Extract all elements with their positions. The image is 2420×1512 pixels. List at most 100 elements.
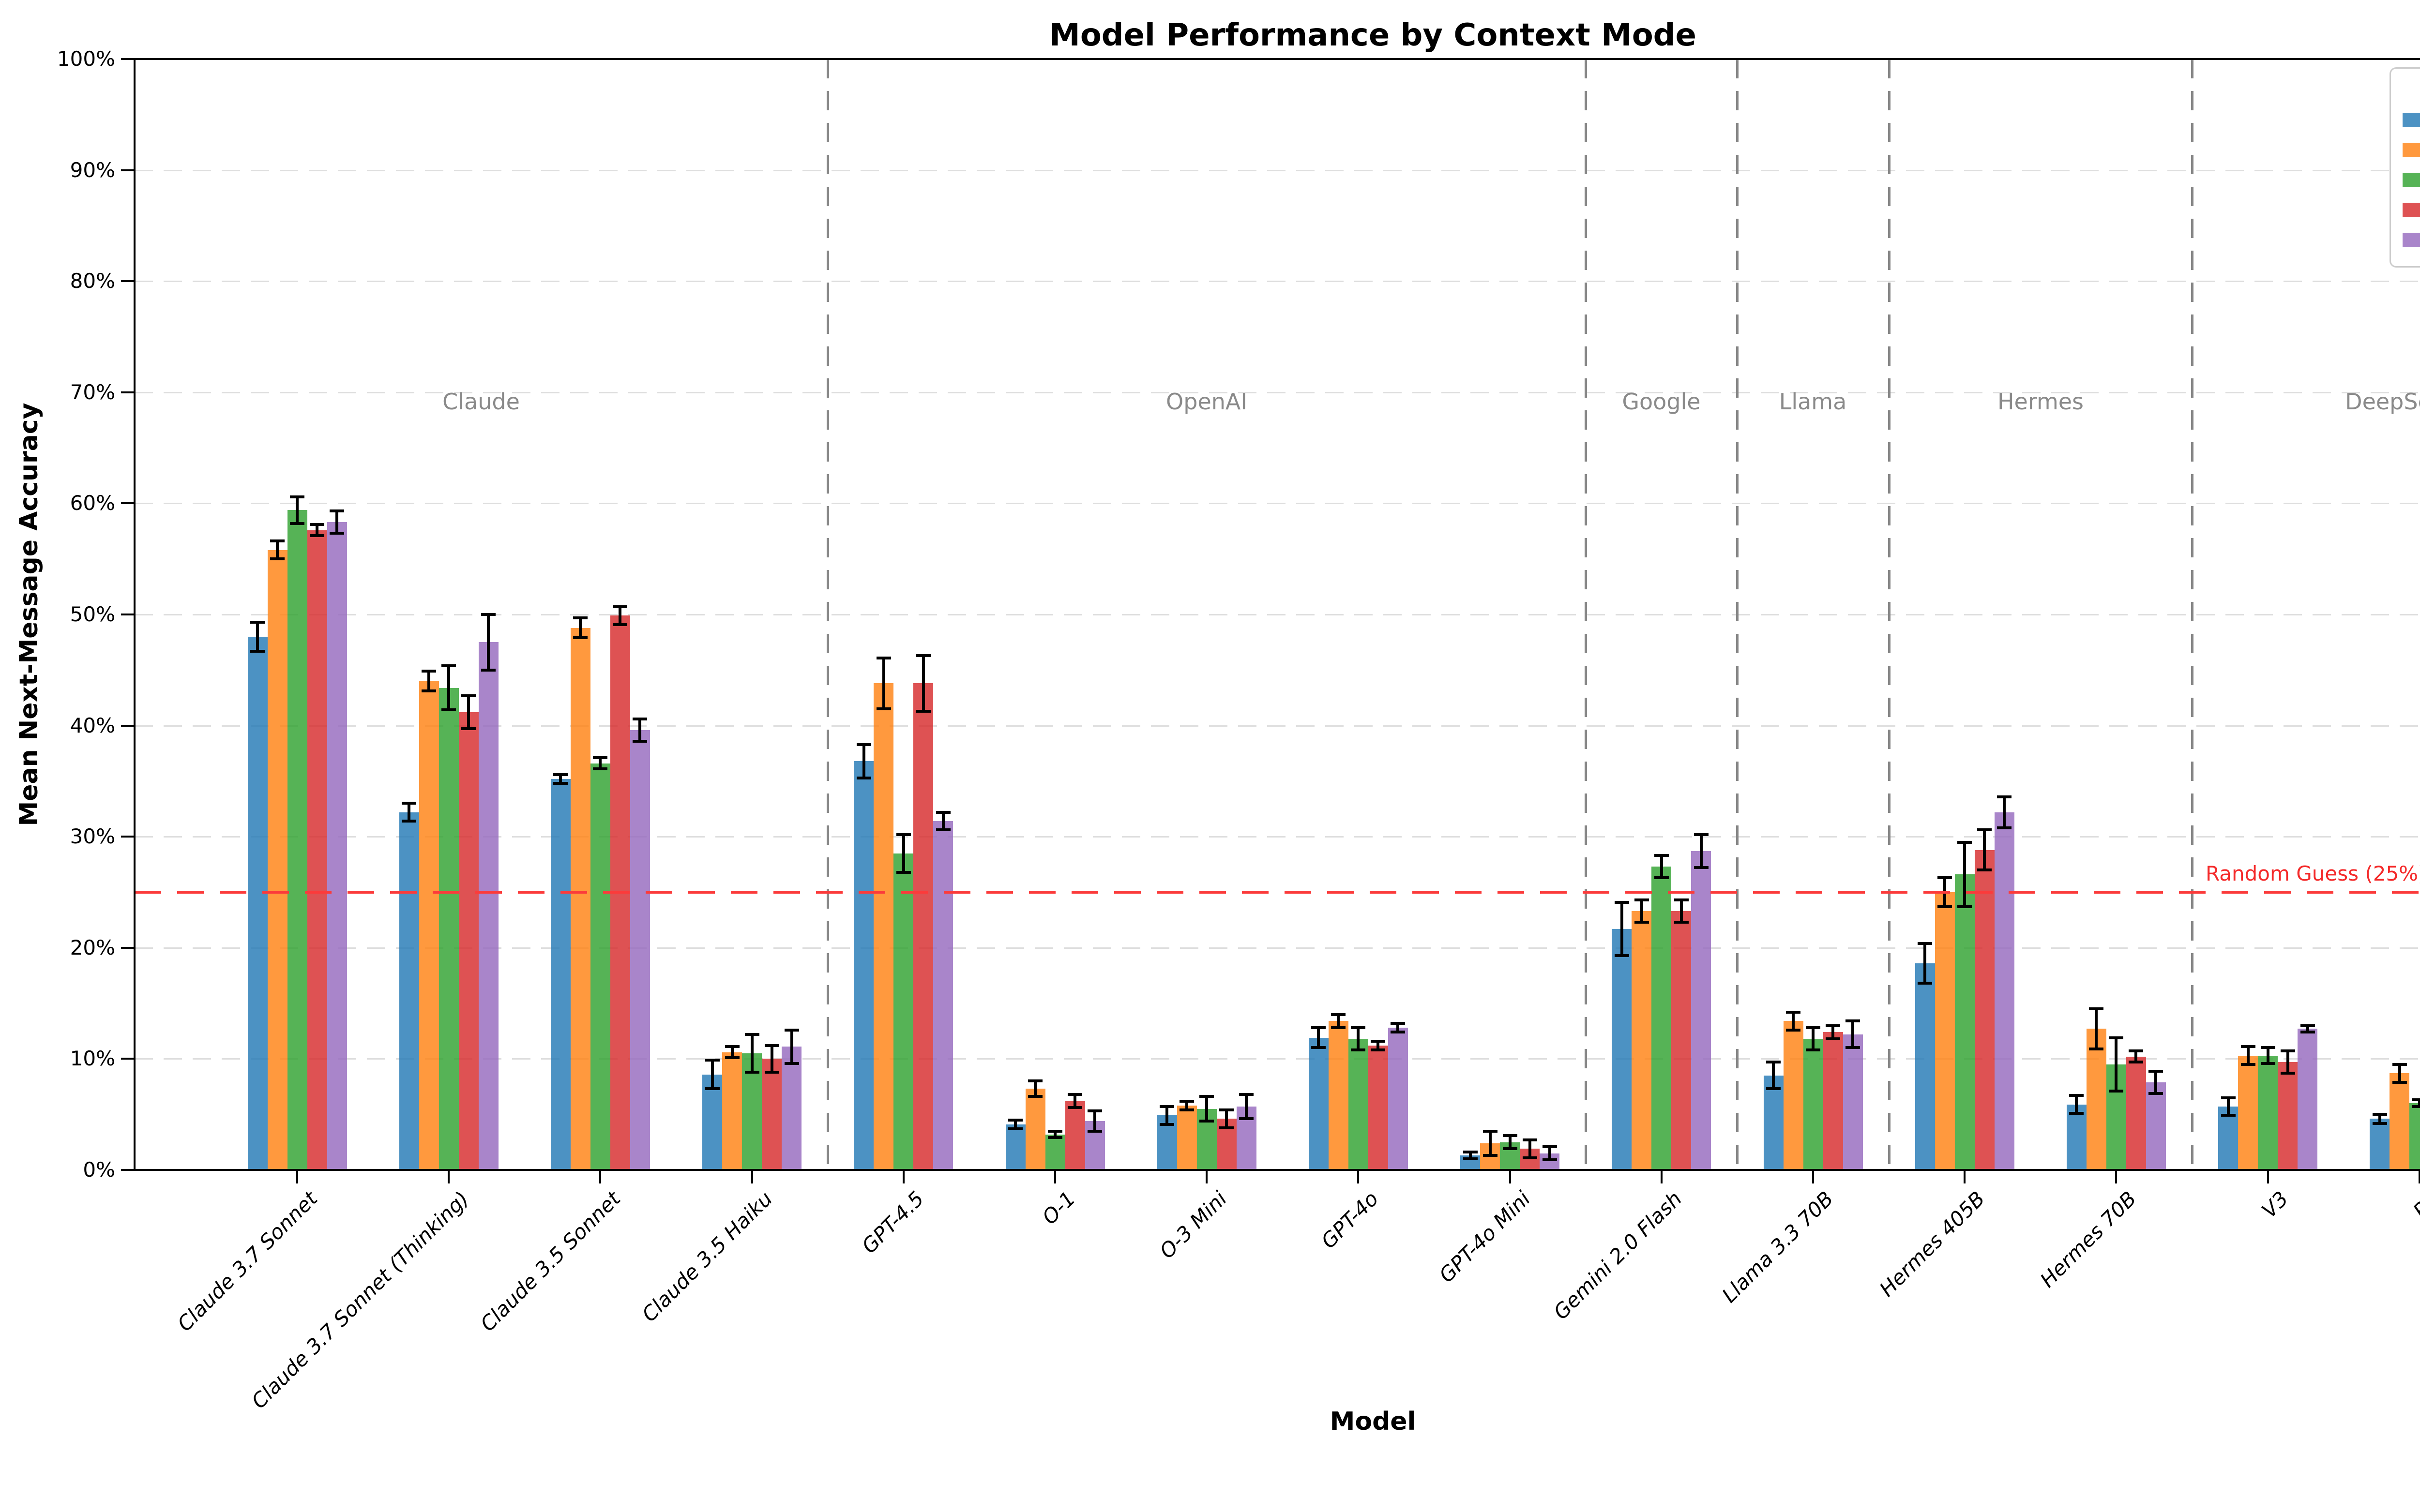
error-bar-cap <box>1180 1100 1194 1103</box>
error-bar-cap <box>613 605 627 608</box>
bar <box>2067 1105 2087 1170</box>
bar <box>2390 1073 2409 1170</box>
legend-swatch <box>2403 143 2420 157</box>
y-tick-label: 0% <box>83 1158 115 1182</box>
bar <box>702 1075 722 1170</box>
x-tick-label: Claude 3.5 Sonnet <box>475 1186 625 1336</box>
x-tick-label: Claude 3.7 Sonnet (Thinking) <box>247 1186 474 1413</box>
bar <box>1612 929 1632 1170</box>
error-bar-cap <box>2373 1122 2387 1125</box>
error-bar-cap <box>1826 1024 1840 1027</box>
group-separator <box>827 59 829 1170</box>
error-bar <box>1831 1026 1834 1039</box>
legend-swatch <box>2403 173 2420 187</box>
error-bar-cap <box>441 708 456 711</box>
error-bar <box>1225 1110 1228 1128</box>
bar <box>1955 874 1975 1170</box>
bar <box>2218 1107 2238 1170</box>
error-bar-cap <box>2281 1049 2295 1052</box>
error-bar-cap <box>1694 833 1709 836</box>
error-bar-cap <box>857 743 871 746</box>
error-bar-cap <box>250 650 265 653</box>
legend-rows: No Context 50 Raw 50 Summary 100 Raw 100 Sum… <box>2403 109 2420 251</box>
legend-item: 50 Summary <box>2403 169 2420 191</box>
x-tick <box>599 1171 601 1183</box>
error-bar-cap <box>1351 1048 1365 1051</box>
error-bar-cap <box>2109 1090 2123 1093</box>
y-tick-label: 10% <box>70 1047 115 1070</box>
error-bar-cap <box>330 532 344 535</box>
bar <box>762 1059 782 1170</box>
error-bar-cap <box>1028 1095 1043 1098</box>
error-bar-cap <box>765 1044 779 1047</box>
y-tick <box>121 502 134 504</box>
error-bar <box>1528 1140 1531 1158</box>
error-bar <box>487 614 490 670</box>
error-bar <box>1620 902 1623 956</box>
bar <box>913 683 933 1170</box>
bar <box>551 779 571 1170</box>
axis-spine <box>134 58 2420 60</box>
error-bar-cap <box>1371 1040 1385 1043</box>
error-bar-cap <box>593 767 607 770</box>
bar <box>1065 1101 1085 1170</box>
error-bar <box>731 1047 734 1058</box>
error-bar <box>751 1034 754 1072</box>
error-bar-cap <box>422 670 436 673</box>
error-bar-cap <box>2412 1098 2420 1101</box>
error-bar <box>1792 1012 1795 1030</box>
error-bar-cap <box>2069 1094 2084 1097</box>
error-bar <box>1851 1021 1854 1048</box>
error-bar <box>942 812 945 830</box>
bar <box>2258 1056 2278 1170</box>
plot-area: Claude OpenAI Google Llama Hermes DeepSeek Ran… <box>57 47 2420 1413</box>
error-bar-cap <box>1786 1029 1800 1032</box>
x-tick <box>2115 1171 2117 1183</box>
error-bar-cap <box>785 1062 799 1065</box>
error-bar-cap <box>765 1071 779 1074</box>
error-bar <box>1640 900 1643 922</box>
chart-title: Model Performance by Context Mode <box>1049 17 1696 53</box>
error-bar-cap <box>310 534 324 537</box>
error-bar <box>2003 797 2006 828</box>
error-bar-cap <box>1088 1130 1102 1133</box>
error-bar <box>1983 830 1986 870</box>
legend-swatch <box>2403 203 2420 217</box>
error-bar <box>711 1060 714 1089</box>
error-bar-cap <box>1997 826 2012 829</box>
error-bar <box>1014 1120 1017 1129</box>
error-bar-cap <box>1199 1095 1214 1098</box>
gridline <box>135 281 2420 282</box>
error-bar <box>1337 1015 1340 1028</box>
x-tick <box>1054 1171 1056 1183</box>
error-bar-cap <box>1634 921 1649 924</box>
x-tick-label: GPT-4.5 <box>857 1186 929 1258</box>
error-bar-cap <box>330 509 344 512</box>
y-tick-label: 60% <box>70 491 115 515</box>
group-label: Hermes <box>1997 389 2084 415</box>
error-bar-cap <box>1937 905 1952 908</box>
error-bar-cap <box>1786 1011 1800 1014</box>
error-bar-cap <box>1239 1093 1254 1096</box>
chart-canvas: Model Performance by Context Mode Mean N… <box>15 17 2420 1436</box>
axis-spine <box>134 58 136 1171</box>
gridline <box>135 392 2420 393</box>
error-bar-cap <box>1219 1126 1234 1129</box>
error-bar <box>296 497 299 524</box>
gridline <box>135 503 2420 504</box>
error-bar <box>2418 1100 2420 1107</box>
error-bar <box>579 618 582 638</box>
error-bar <box>1923 943 1926 983</box>
error-bar-cap <box>2089 1048 2103 1050</box>
group-separator <box>1888 59 1891 1170</box>
error-bar <box>1489 1131 1492 1155</box>
error-bar-cap <box>745 1033 759 1036</box>
bar <box>459 712 479 1170</box>
bar <box>1935 892 1955 1170</box>
legend-swatch <box>2403 113 2420 127</box>
y-tick <box>121 836 134 838</box>
legend-item: 50 Raw <box>2403 139 2420 161</box>
error-bar-cap <box>1068 1093 1082 1096</box>
error-bar-cap <box>1957 841 1972 844</box>
error-bar-cap <box>573 636 588 639</box>
